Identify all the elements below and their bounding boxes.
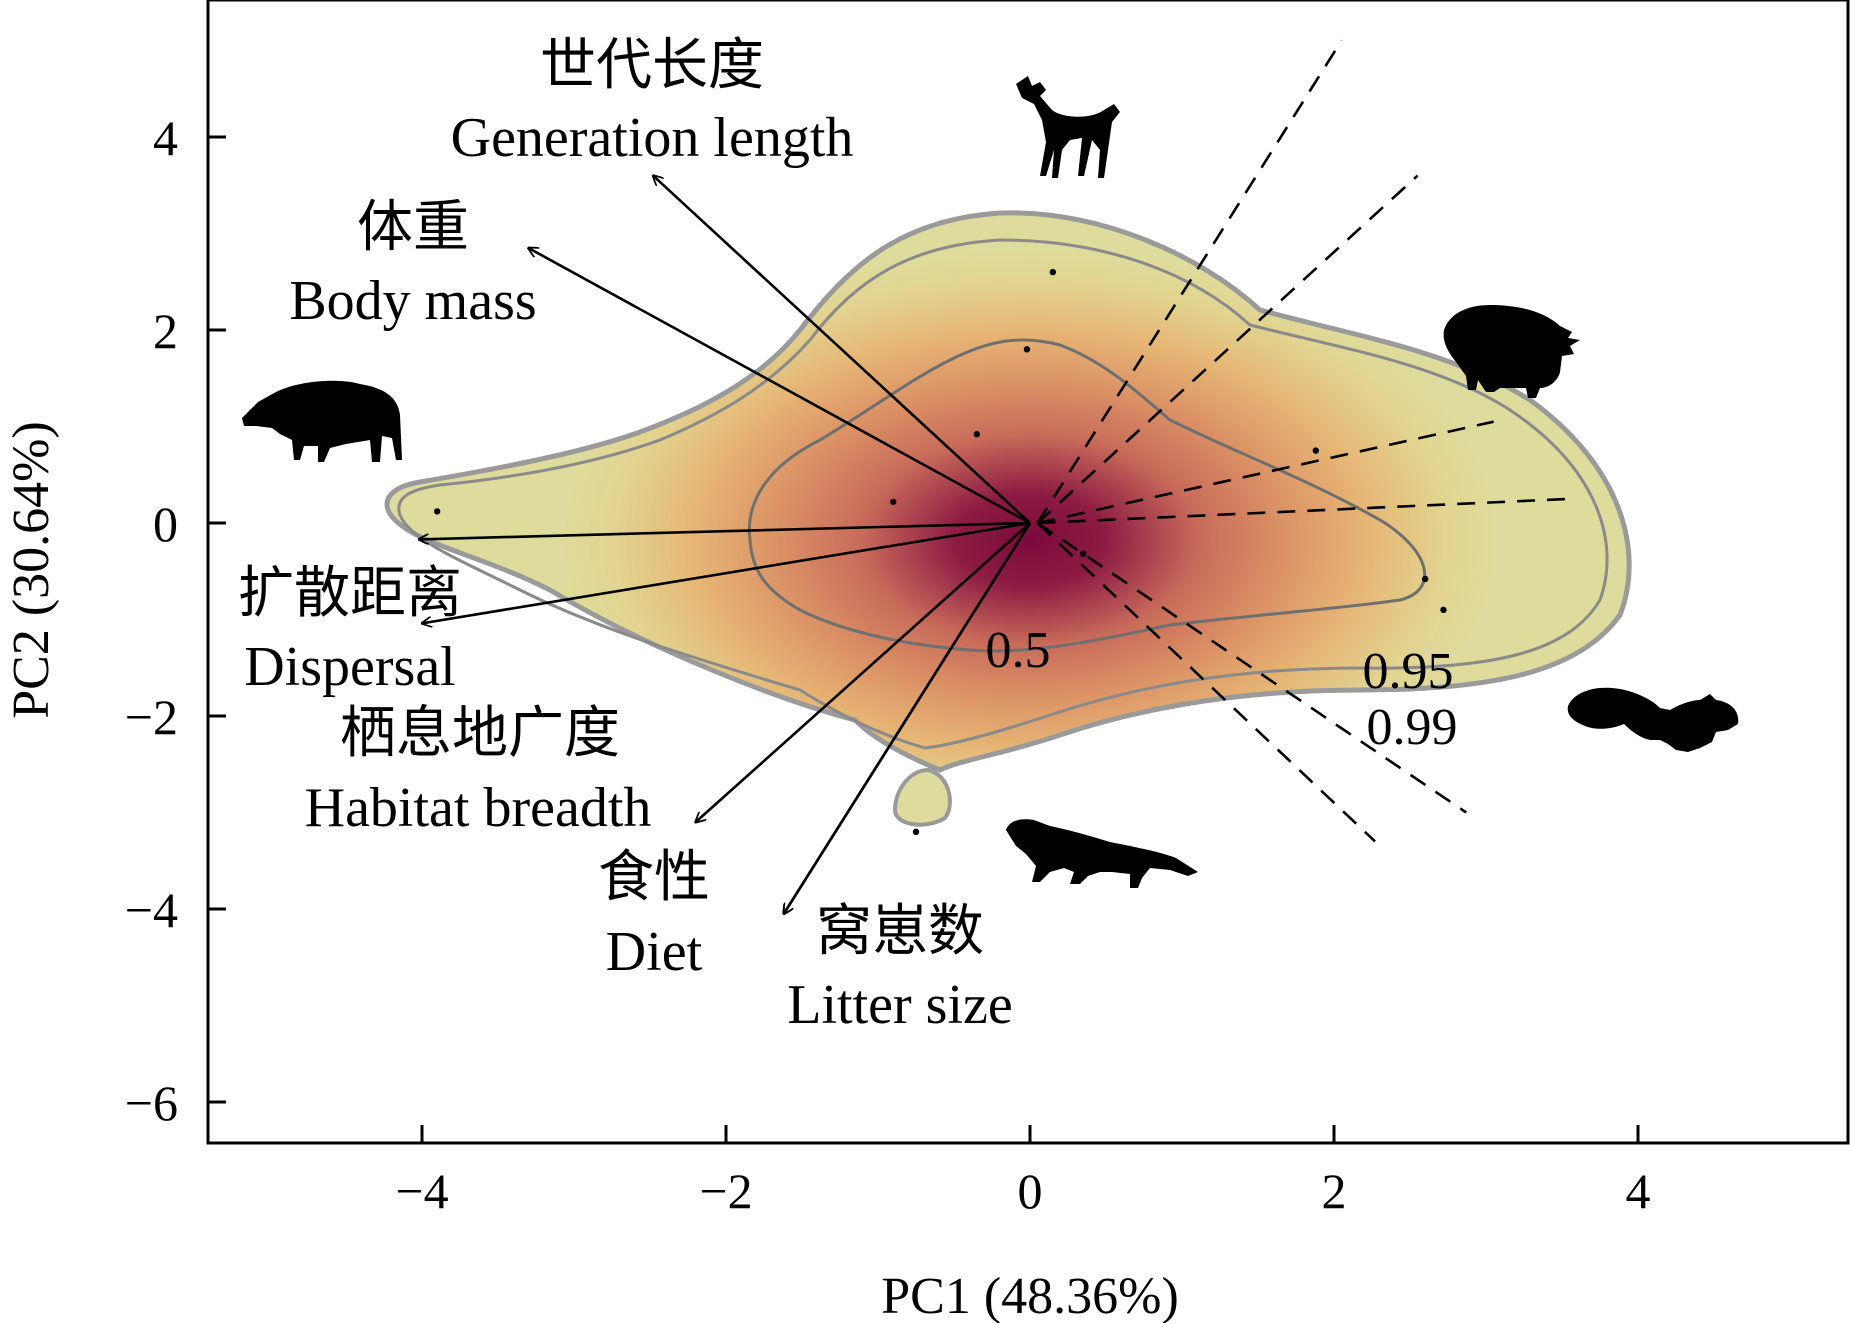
loading-arrow xyxy=(528,248,1031,525)
loading-arrow xyxy=(422,521,1031,623)
loading-label-dispersal-en: Dispersal xyxy=(244,636,456,698)
observation-point xyxy=(1049,268,1057,276)
y-tick-label: −4 xyxy=(125,882,178,938)
contour-label-095: 0.95 xyxy=(1363,643,1454,700)
observation-point xyxy=(890,498,897,505)
loading-label-litter-size-en: Litter size xyxy=(787,974,1012,1036)
y-axis-title: PC2 (30.64%) xyxy=(3,421,60,719)
y-axis-ticks: −6 −4 −2 0 2 4 xyxy=(125,110,226,1131)
density-contour-095 xyxy=(397,238,1609,750)
x-tick-label: −2 xyxy=(699,1163,752,1219)
loading-arrow xyxy=(653,176,1031,524)
observation-point xyxy=(1422,575,1429,583)
density-region xyxy=(384,210,1632,827)
y-tick-label: 4 xyxy=(153,110,178,166)
x-tick-label: 0 xyxy=(1018,1163,1043,1219)
loading-label-litter-size-cn: 窝崽数 xyxy=(816,899,984,964)
dashed-ray xyxy=(1037,420,1494,525)
observation-points xyxy=(434,268,1447,835)
porcupine-icon xyxy=(1443,305,1580,398)
loading-label-generation-length-en: Generation length xyxy=(451,107,854,169)
loading-arrow xyxy=(419,521,1031,539)
contour-label-099: 0.99 xyxy=(1367,699,1458,756)
loading-label-habitat-breadth-cn: 栖息地广度 xyxy=(340,701,620,766)
observation-point xyxy=(434,508,441,515)
plot-frame xyxy=(206,0,1850,1145)
x-axis-title: PC1 (48.36%) xyxy=(881,1268,1179,1323)
observation-point xyxy=(1440,606,1447,614)
dashed-ray xyxy=(1036,174,1419,524)
deer-icon xyxy=(1016,76,1120,178)
density-contour-05 xyxy=(747,338,1427,653)
y-tick-label: −2 xyxy=(125,689,178,745)
loading-label-generation-length-cn: 世代长度 xyxy=(540,33,764,98)
observation-point xyxy=(1312,447,1319,454)
loading-label-dispersal-cn: 扩散距离 xyxy=(238,561,462,626)
x-axis-ticks: −4 −2 0 2 4 xyxy=(395,1125,1651,1219)
x-tick-label: −4 xyxy=(395,1163,448,1219)
loading-label-habitat-breadth-en: Habitat breadth xyxy=(305,777,652,839)
squirrel-icon xyxy=(1567,687,1739,752)
loading-arrow xyxy=(696,522,1031,822)
x-tick-label: 4 xyxy=(1626,1163,1651,1219)
y-tick-label: −6 xyxy=(125,1075,178,1131)
loading-label-diet-cn: 食性 xyxy=(598,845,710,910)
dashed-rays xyxy=(1036,39,1570,843)
loading-labels: 世代长度 Generation length 体重 Body mass 扩散距离… xyxy=(238,33,1013,1036)
observation-point xyxy=(1080,550,1087,558)
loading-label-diet-en: Diet xyxy=(606,921,703,983)
loading-label-body-mass-en: Body mass xyxy=(289,270,536,332)
x-tick-label: 2 xyxy=(1322,1163,1347,1219)
wild-boar-icon xyxy=(242,380,402,462)
marten-icon xyxy=(1006,819,1198,888)
dashed-ray xyxy=(1036,522,1376,843)
observation-point xyxy=(912,828,920,835)
loading-arrow xyxy=(784,522,1032,914)
dashed-ray xyxy=(1036,521,1467,814)
loading-label-body-mass-cn: 体重 xyxy=(357,195,469,260)
y-tick-label: 2 xyxy=(153,303,178,359)
dashed-ray xyxy=(1036,39,1343,524)
loading-arrows xyxy=(419,176,1032,914)
observation-point xyxy=(1023,346,1031,353)
density-small-lobe xyxy=(892,767,952,827)
y-tick-label: 0 xyxy=(153,496,178,552)
contour-label-05: 0.5 xyxy=(986,622,1051,679)
observation-point xyxy=(973,431,980,438)
